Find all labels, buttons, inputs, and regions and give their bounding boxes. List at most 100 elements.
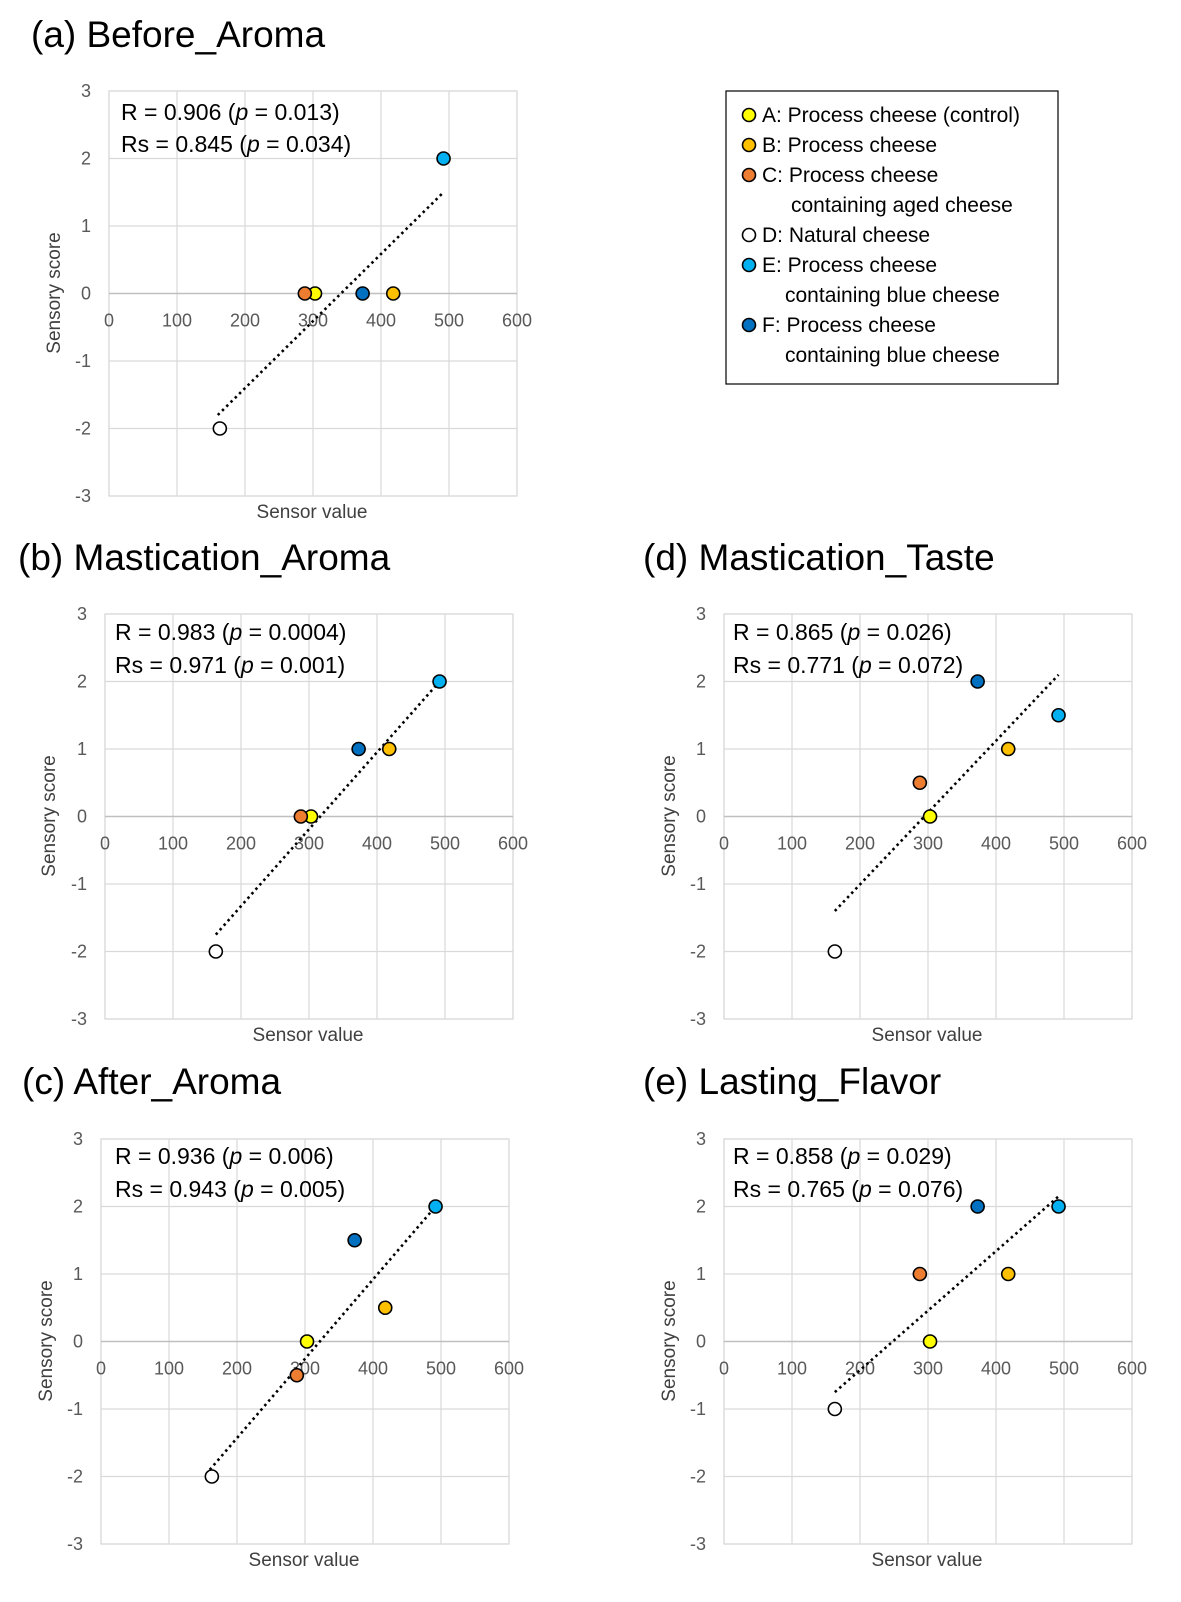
y-tick-label: -3	[67, 1534, 83, 1554]
legend-marker-d	[741, 227, 757, 243]
trendline	[208, 1205, 437, 1471]
y-tick-label: -3	[71, 1009, 87, 1029]
pearson-stat: R = 0.936 (p = 0.006)	[115, 1143, 334, 1169]
y-tick-label: -2	[75, 419, 91, 439]
y-tick-label: 2	[696, 672, 706, 692]
y-tick-label: -2	[690, 1467, 706, 1487]
trendline-layer	[214, 680, 441, 936]
x-tick-label: 100	[154, 1359, 184, 1379]
y-tick-label: 0	[81, 284, 91, 304]
data-point-c	[297, 286, 313, 301]
data-points	[827, 1199, 1066, 1417]
x-tick-label: 500	[434, 311, 464, 331]
legend-label-continued: containing blue cheese	[785, 284, 1000, 307]
x-axis-title: Sensor value	[249, 1550, 360, 1571]
pearson-stat: R = 0.983 (p = 0.0004)	[115, 619, 346, 645]
data-point-b	[385, 286, 401, 301]
data-point-e	[428, 1199, 443, 1214]
y-axis-title: Sensory score	[659, 1280, 680, 1401]
legend-item-d: D: Natural cheese	[741, 224, 930, 247]
spearman-stat: Rs = 0.771 (p = 0.072)	[733, 652, 963, 678]
data-point-b	[377, 1300, 393, 1316]
y-tick-label: 1	[696, 739, 706, 759]
x-tick-label: 0	[100, 834, 110, 854]
y-tick-label: -3	[690, 1534, 706, 1554]
data-point-b	[1000, 741, 1016, 757]
x-tick-label: 0	[104, 311, 114, 331]
spearman-stat: Rs = 0.765 (p = 0.076)	[733, 1176, 963, 1202]
x-tick-label: 300	[913, 834, 943, 854]
panel-c: (c) After_Aroma 0 100 200 300 400 500 600 3210…	[22, 1061, 524, 1571]
y-tick-label: 1	[77, 739, 87, 759]
y-tick-label: -1	[67, 1399, 83, 1419]
y-tick-label: 3	[696, 1129, 706, 1149]
legend-item-e: E: Process cheese containing blue cheese	[741, 254, 1000, 307]
x-axis-title: Sensor value	[872, 1550, 983, 1571]
y-tick-label: -1	[690, 1399, 706, 1419]
panel-title: (d) Mastication_Taste	[643, 537, 995, 578]
x-tick-label: 400	[981, 1359, 1011, 1379]
panel-title: (a) Before_Aroma	[31, 14, 325, 55]
data-point-e	[436, 151, 451, 166]
y-tick-label: 3	[73, 1129, 83, 1149]
data-point-f	[351, 741, 366, 757]
legend-label: F: Process cheese	[762, 314, 936, 337]
trendline-layer	[216, 191, 445, 416]
x-tick-label: 500	[1049, 1359, 1079, 1379]
data-point-f	[970, 1199, 985, 1214]
trendline-layer	[208, 1205, 437, 1471]
data-point-f	[355, 286, 370, 301]
legend-label: D: Natural cheese	[762, 224, 930, 247]
y-tick-labels: 3 2 1 0 -1 -2 -3	[690, 1129, 706, 1554]
y-tick-label: 2	[81, 149, 91, 169]
y-tick-label: -2	[67, 1467, 83, 1487]
x-tick-label: 100	[158, 834, 188, 854]
data-point-c	[912, 775, 928, 791]
legend-item-c: C: Process cheese containing aged cheese	[741, 164, 1013, 217]
x-tick-label: 100	[162, 311, 192, 331]
data-point-c	[289, 1367, 305, 1383]
x-axis-title: Sensor value	[257, 502, 368, 523]
data-point-d	[827, 1401, 843, 1417]
panel-d: (d) Mastication_Taste 0 100 200 300 400 500 60…	[643, 537, 1147, 1046]
legend-label: C: Process cheese	[762, 164, 938, 187]
y-tick-label: 0	[73, 1332, 83, 1352]
legend-item-f: F: Process cheese containing blue cheese	[741, 314, 1000, 367]
x-tick-label: 400	[358, 1359, 388, 1379]
x-tick-label: 100	[777, 1359, 807, 1379]
data-point-c	[912, 1266, 928, 1282]
x-tick-label: 300	[294, 834, 324, 854]
y-tick-labels: 3 2 1 0 -1 -2 -3	[71, 604, 87, 1029]
panel-b: (b) Mastication_Aroma 0 100 200 300 400 500 60…	[18, 537, 528, 1046]
x-tick-label: 600	[1117, 1359, 1147, 1379]
data-point-d	[212, 421, 228, 436]
x-tick-label: 600	[1117, 834, 1147, 854]
pearson-stat: R = 0.858 (p = 0.029)	[733, 1143, 952, 1169]
legend-marker-c	[741, 167, 757, 183]
x-tick-label: 500	[430, 834, 460, 854]
data-point-b	[381, 741, 397, 757]
x-tick-label: 300	[913, 1359, 943, 1379]
y-tick-label: -1	[71, 874, 87, 894]
legend-marker-b	[741, 137, 757, 153]
legend-item-b: B: Process cheese	[741, 134, 937, 157]
y-tick-label: 2	[77, 672, 87, 692]
trendline	[833, 673, 1060, 912]
x-tick-label: 600	[502, 311, 532, 331]
y-tick-label: 2	[73, 1197, 83, 1217]
x-tick-label: 600	[498, 834, 528, 854]
y-tick-label: 3	[696, 604, 706, 624]
data-point-e	[1051, 1199, 1066, 1214]
panel-title: (e) Lasting_Flavor	[643, 1061, 941, 1102]
legend-label-continued: containing blue cheese	[785, 344, 1000, 367]
panel-e: (e) Lasting_Flavor 0 100 200 300 400 500 600 3…	[643, 1061, 1147, 1571]
x-tick-label: 200	[230, 311, 260, 331]
x-tick-label: 400	[981, 834, 1011, 854]
legend: A: Process cheese (control) B: Process c…	[725, 90, 1059, 385]
y-tick-label: 3	[81, 81, 91, 101]
